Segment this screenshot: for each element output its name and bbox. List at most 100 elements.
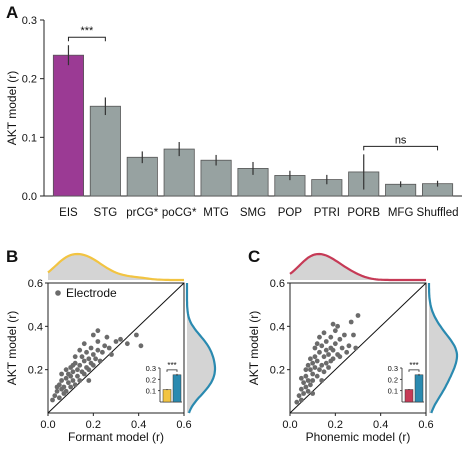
electrode-point xyxy=(317,367,322,373)
panel-label-a: A xyxy=(6,3,18,22)
inset-bar xyxy=(162,389,172,403)
significance-label: *** xyxy=(80,25,94,37)
x-tick-label: prCG* xyxy=(126,207,158,219)
electrode-point xyxy=(70,362,76,368)
bar xyxy=(163,148,195,197)
legend-label: Electrode xyxy=(66,286,117,300)
electrode-point xyxy=(298,386,304,392)
electrode-point xyxy=(54,384,60,390)
electrode-point xyxy=(95,328,101,334)
y-tick-label: 0.1 xyxy=(22,132,37,144)
inset-significance-bracket xyxy=(166,369,178,372)
electrode-point xyxy=(323,339,329,344)
electrode-point xyxy=(346,343,352,349)
electrode-point xyxy=(337,354,343,360)
electrode-point xyxy=(310,391,316,396)
electrode-point xyxy=(351,332,356,338)
legend-marker xyxy=(55,290,61,296)
electrode-point xyxy=(330,321,336,327)
bar-chart-panel-a: 0.0 0.1 0.2 0.3 AKT model (r) EIS STG prCG* poCG… xyxy=(5,15,462,219)
y-tick-label: 0.6 xyxy=(270,278,285,290)
electrode-point xyxy=(328,334,334,340)
x-tick-label: STG xyxy=(94,207,118,219)
electrode-point xyxy=(326,352,331,357)
electrode-point xyxy=(326,365,331,370)
inset-y-tick-label: 0.2 xyxy=(146,375,156,384)
electrode-point xyxy=(314,341,320,347)
electrode-point xyxy=(332,341,338,347)
electrode-point xyxy=(134,332,139,338)
electrode-point xyxy=(321,369,327,375)
electrode-point xyxy=(86,356,92,362)
inset-y-tick-label: 0.1 xyxy=(146,387,156,396)
electrode-point xyxy=(66,380,71,386)
electrode-point xyxy=(86,378,92,383)
x-tick-label: 0.2 xyxy=(86,419,101,431)
bar xyxy=(200,159,232,197)
electrode-point xyxy=(81,371,87,377)
electrode-point xyxy=(314,373,320,379)
electrode-point xyxy=(319,378,325,383)
x-tick-label: MFG xyxy=(388,207,414,219)
electrode-point xyxy=(323,360,329,366)
electrode-point xyxy=(97,358,103,364)
y-tick-label: 0.0 xyxy=(22,191,37,203)
electrode-point xyxy=(106,345,112,351)
y-tick-label: 0.2 xyxy=(22,74,37,86)
electrode-point xyxy=(50,397,55,403)
electrode-point xyxy=(84,349,89,355)
electrode-point xyxy=(72,354,78,360)
electrode-point xyxy=(63,388,69,394)
electrode-point xyxy=(303,373,309,379)
y-tick-label: 0.4 xyxy=(270,321,285,333)
electrode-point xyxy=(319,362,325,368)
electrode-point xyxy=(77,378,83,383)
y-axis-label: AKT model (r) xyxy=(247,311,261,385)
marginal-density-right-line xyxy=(427,283,459,414)
inset-bar xyxy=(404,389,414,403)
electrode-point xyxy=(93,356,98,362)
x-tick-label: EIS xyxy=(59,207,78,219)
electrode-point xyxy=(56,395,62,401)
inset-y-tick-label: 0.3 xyxy=(388,364,398,373)
electrode-point xyxy=(310,371,316,377)
electrode-point xyxy=(102,343,108,349)
electrode-point xyxy=(95,339,101,344)
panel-label-b: B xyxy=(6,247,18,266)
y-tick-label: 0.6 xyxy=(28,278,43,290)
electrode-point xyxy=(70,378,76,383)
scatter-panel-c: 0.0 0.2 0.4 0.6 0.2 0.4 0.6 Phonemic model (r) A… xyxy=(247,252,459,444)
electrode-point xyxy=(70,369,76,375)
marginal-density-top-line xyxy=(289,252,426,282)
inset-bar xyxy=(172,374,182,403)
electrode-point xyxy=(54,388,60,394)
electrode-point xyxy=(90,332,96,338)
x-tick-label: Shuffled xyxy=(417,207,459,219)
x-tick-label: 0.6 xyxy=(176,419,191,431)
bar xyxy=(89,105,121,197)
inset-significance-label: *** xyxy=(167,361,176,370)
electrode-point xyxy=(319,343,325,349)
electrode-point xyxy=(63,375,69,381)
electrode-point xyxy=(305,388,311,394)
marginal-density-top-line xyxy=(47,252,184,282)
electrode-point xyxy=(355,313,361,318)
x-tick-label: 0.4 xyxy=(131,419,146,431)
electrode-point xyxy=(303,367,309,373)
bar xyxy=(52,54,84,197)
electrode-point xyxy=(317,334,322,340)
electrode-point xyxy=(86,367,92,373)
x-tick-label: poCG* xyxy=(162,207,197,219)
electrode-point xyxy=(77,347,83,353)
electrode-point xyxy=(301,391,306,396)
electrode-point xyxy=(337,336,343,342)
marginal-density-right-fill xyxy=(429,283,457,413)
electrode-point xyxy=(312,354,318,360)
x-axis-label: Phonemic model (r) xyxy=(306,430,411,444)
scatter-panel-b: 0.0 0.2 0.4 0.6 0.2 0.4 0.6 Formant model (r) AK… xyxy=(5,252,217,444)
electrode-point xyxy=(335,323,340,329)
y-tick-label: 0.2 xyxy=(28,365,43,377)
plot-frame xyxy=(47,282,185,414)
electrode-point xyxy=(310,360,316,366)
